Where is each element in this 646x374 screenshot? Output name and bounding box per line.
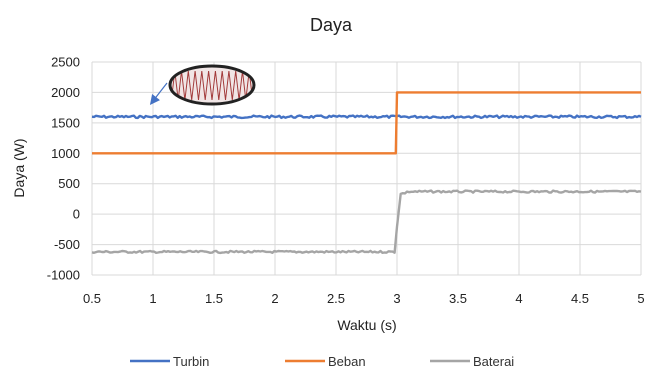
- y-axis-title: Daya (W): [11, 138, 27, 197]
- x-tick-label: 0.5: [83, 291, 101, 306]
- x-tick-label: 5: [637, 291, 644, 306]
- y-tick-label: 1000: [51, 146, 80, 161]
- x-tick-labels: 0.5 1 1.5 2 2.5 3 3.5 4 4.5 5: [83, 291, 645, 306]
- x-tick-label: 2: [271, 291, 278, 306]
- x-tick-label: 3.5: [449, 291, 467, 306]
- series-line-beban: [92, 91, 641, 155]
- legend-label-turbin: Turbin: [173, 354, 209, 369]
- y-tick-label: -1000: [47, 268, 80, 283]
- y-tick-label: 0: [73, 207, 80, 222]
- x-tick-label: 4.5: [571, 291, 589, 306]
- y-tick-label: -500: [54, 237, 80, 252]
- legend-label-baterai: Baterai: [473, 354, 514, 369]
- x-tick-label: 4: [515, 291, 522, 306]
- series-line-turbin: [91, 114, 642, 120]
- x-axis-title: Waktu (s): [337, 317, 396, 333]
- series-layer: [91, 91, 642, 255]
- zoom-inset: [149, 64, 256, 106]
- zigzag-path: [170, 70, 254, 101]
- x-tick-label: 2.5: [327, 291, 345, 306]
- y-tick-label: 1500: [51, 115, 80, 130]
- y-tick-label: 2000: [51, 85, 80, 100]
- y-tick-label: 2500: [51, 55, 80, 70]
- zoom-ellipse-border: [168, 64, 256, 106]
- chart-title: Daya: [310, 15, 353, 35]
- legend-label-beban: Beban: [328, 354, 366, 369]
- x-tick-label: 1: [149, 291, 156, 306]
- x-tick-label: 3: [393, 291, 400, 306]
- zigzag-oscillation-icon: [170, 70, 254, 101]
- y-tick-labels: -1000 -500 0 500 1000 1500 2000 2500: [47, 55, 80, 283]
- x-tick-label: 1.5: [205, 291, 223, 306]
- series-line-baterai: [91, 189, 642, 255]
- y-tick-label: 500: [58, 176, 80, 191]
- legend: Turbin Beban Baterai: [130, 354, 514, 369]
- zoom-arrow: [149, 82, 168, 105]
